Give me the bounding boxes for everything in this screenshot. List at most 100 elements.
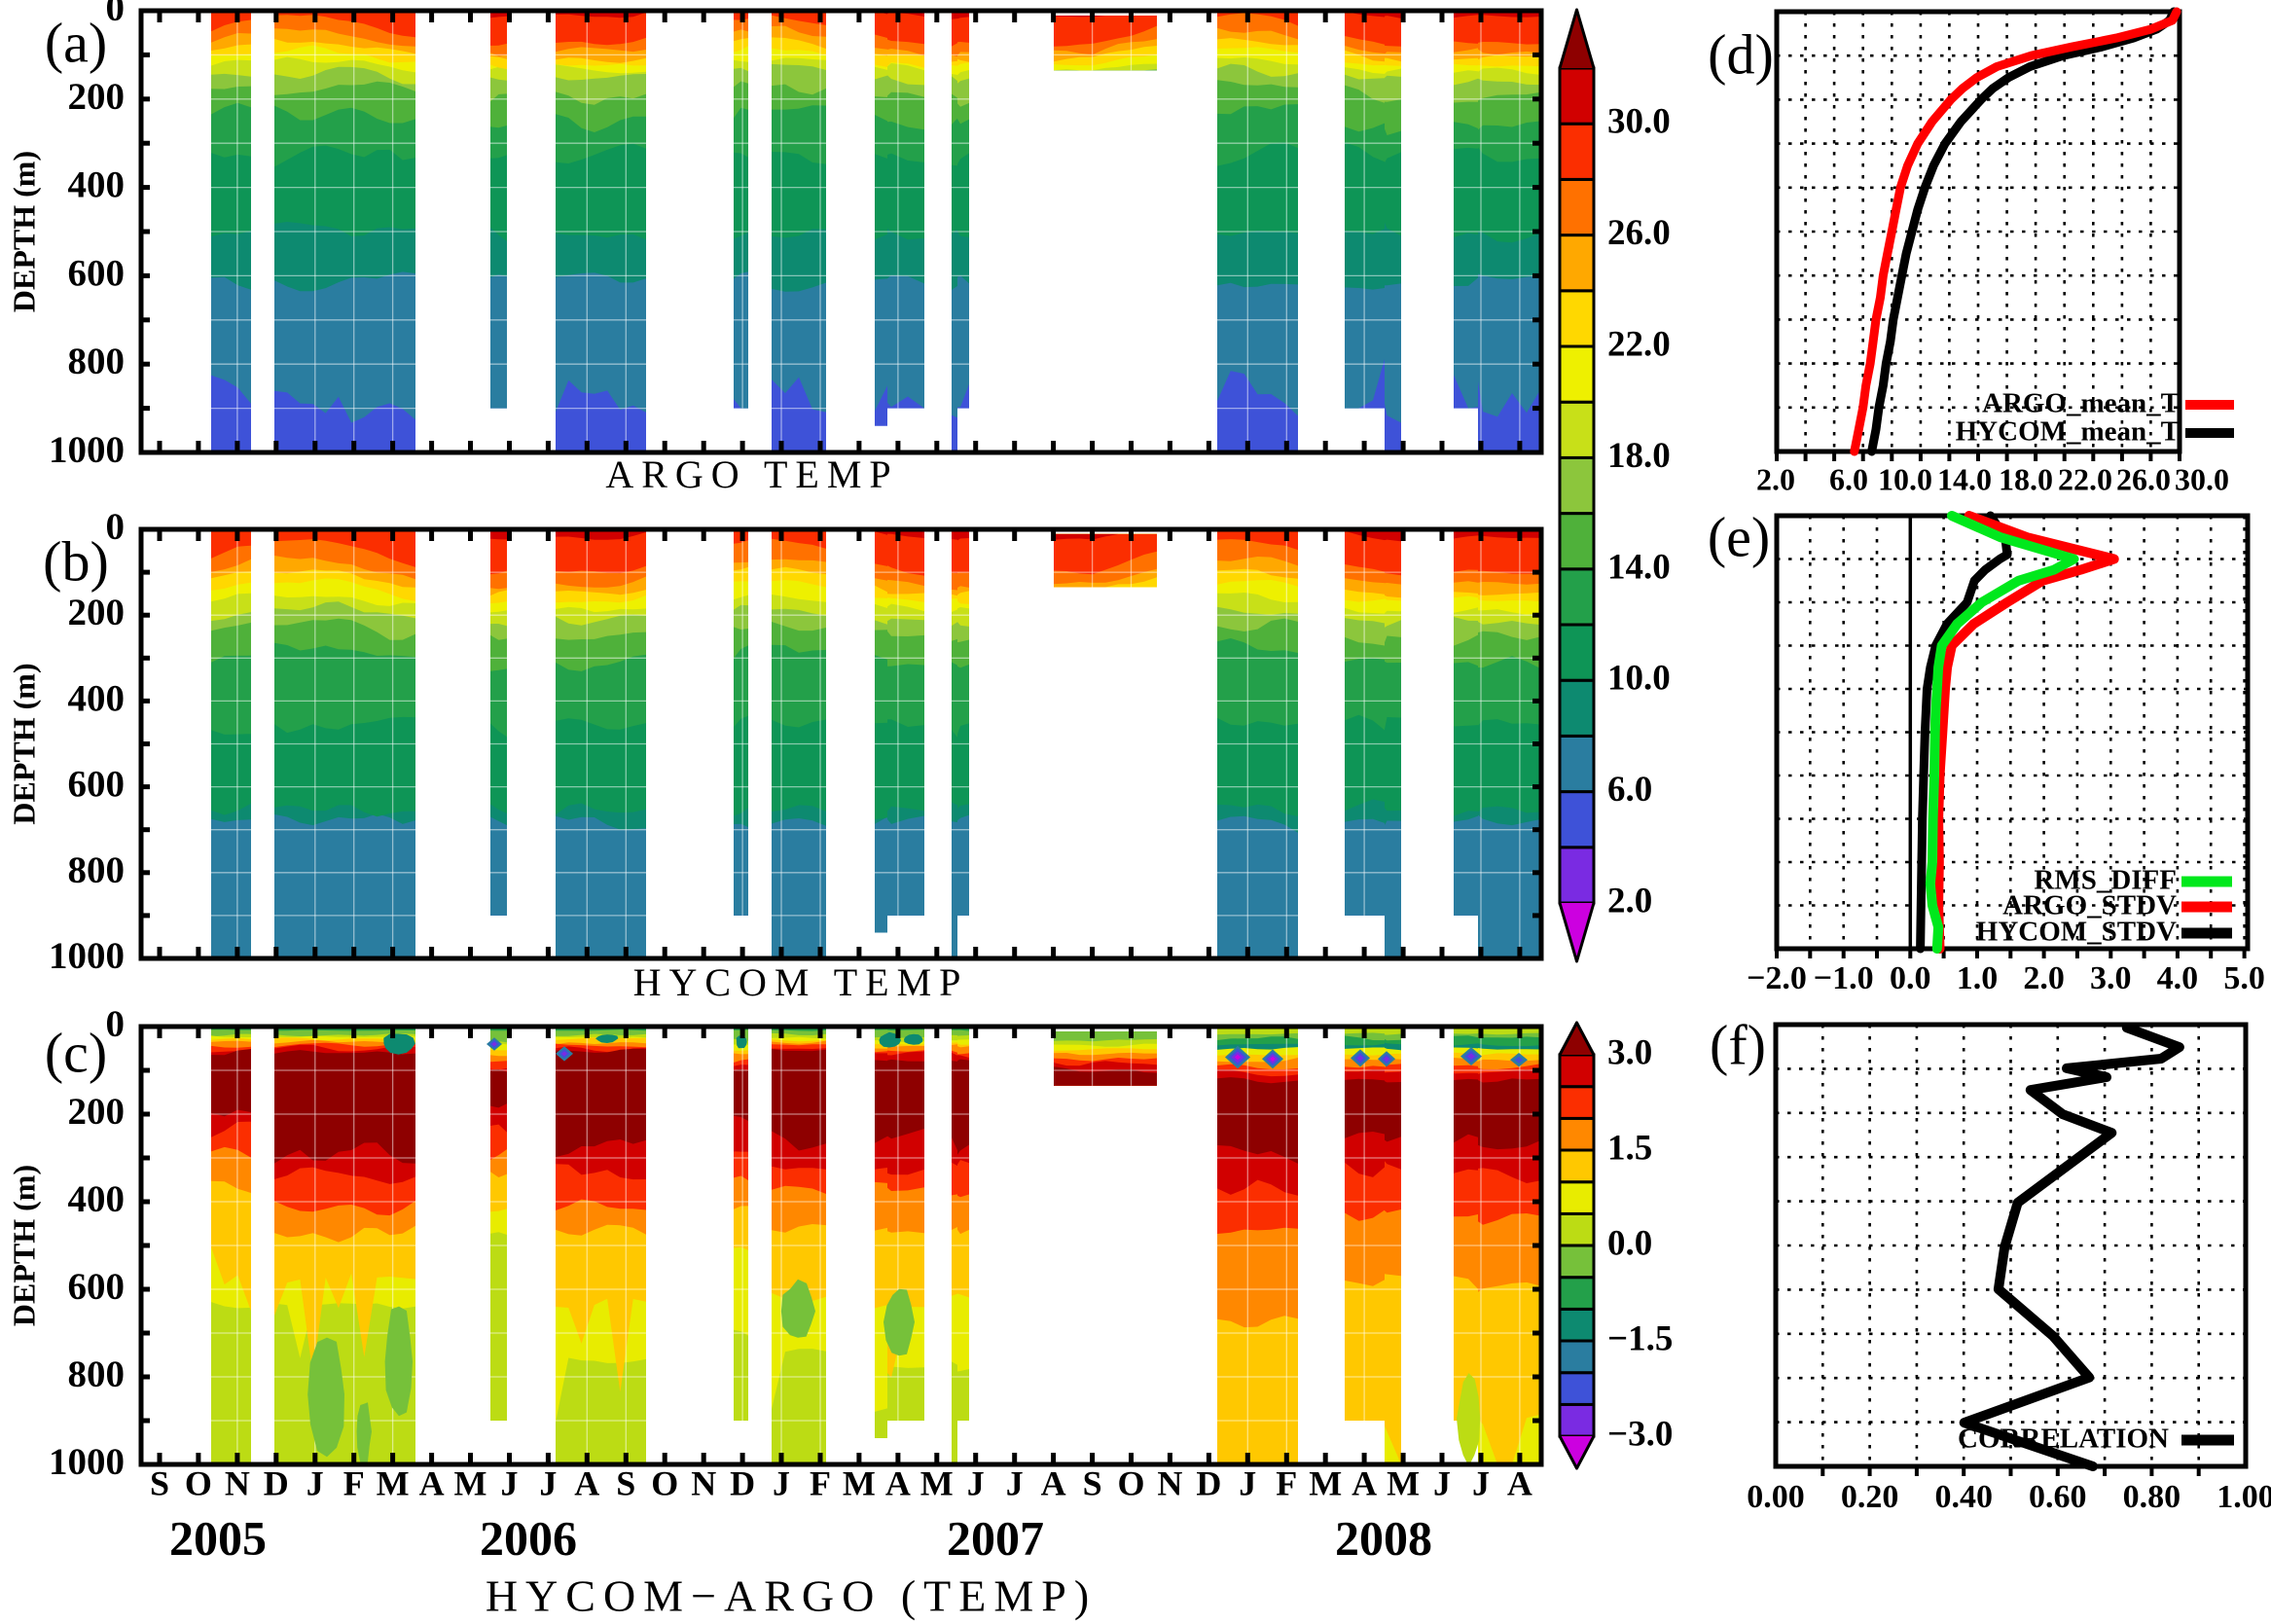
svg-text:2006: 2006: [480, 1510, 577, 1565]
svg-text:D: D: [1196, 1463, 1221, 1502]
svg-text:(a): (a): [45, 11, 107, 74]
svg-text:200: 200: [68, 592, 126, 633]
svg-text:0.00: 0.00: [1747, 1479, 1805, 1515]
svg-text:2005: 2005: [169, 1510, 267, 1565]
svg-text:1000: 1000: [49, 429, 125, 471]
svg-text:DEPTH (m): DEPTH (m): [6, 151, 41, 312]
svg-text:(c): (c): [45, 1021, 107, 1084]
svg-text:0.20: 0.20: [1841, 1479, 1899, 1515]
svg-text:J: J: [306, 1463, 324, 1502]
svg-text:D: D: [730, 1463, 755, 1502]
svg-text:F: F: [810, 1463, 831, 1502]
svg-text:J: J: [1239, 1463, 1256, 1502]
svg-text:F: F: [343, 1463, 365, 1502]
svg-text:A: A: [1352, 1463, 1377, 1502]
svg-text:J: J: [1433, 1463, 1451, 1502]
svg-text:0.80: 0.80: [2123, 1479, 2181, 1515]
svg-text:A: A: [1041, 1463, 1066, 1502]
svg-text:2007: 2007: [947, 1510, 1044, 1565]
svg-text:−2.0: −2.0: [1747, 960, 1807, 996]
svg-text:0: 0: [106, 506, 126, 548]
svg-text:400: 400: [68, 677, 126, 719]
svg-text:O: O: [1117, 1463, 1144, 1502]
svg-text:(d): (d): [1708, 22, 1774, 86]
svg-text:0.60: 0.60: [2029, 1479, 2087, 1515]
svg-text:HYCOM TEMP: HYCOM TEMP: [633, 960, 969, 1004]
svg-text:400: 400: [68, 164, 126, 206]
svg-text:−1.5: −1.5: [1607, 1318, 1673, 1358]
svg-text:F: F: [1276, 1463, 1297, 1502]
svg-text:0: 0: [106, 0, 126, 29]
svg-text:A: A: [419, 1463, 445, 1502]
svg-text:1.00: 1.00: [2217, 1479, 2271, 1515]
svg-text:J: J: [501, 1463, 519, 1502]
svg-text:6.0: 6.0: [1829, 461, 1868, 496]
svg-text:14.0: 14.0: [1937, 461, 1992, 496]
svg-text:400: 400: [68, 1178, 126, 1220]
svg-text:S: S: [150, 1463, 169, 1502]
svg-text:M: M: [377, 1463, 410, 1502]
svg-text:−3.0: −3.0: [1607, 1414, 1673, 1454]
svg-text:0.0: 0.0: [1607, 1223, 1652, 1263]
svg-text:1.0: 1.0: [1957, 960, 1999, 996]
svg-text:200: 200: [68, 1091, 126, 1133]
svg-text:2.0: 2.0: [1756, 461, 1795, 496]
svg-text:J: J: [1006, 1463, 1024, 1502]
svg-text:26.0: 26.0: [1607, 213, 1671, 253]
svg-text:A: A: [885, 1463, 911, 1502]
svg-text:2.0: 2.0: [1607, 881, 1652, 920]
svg-text:6.0: 6.0: [1607, 770, 1652, 810]
svg-text:DEPTH (m): DEPTH (m): [6, 1165, 41, 1326]
svg-text:10.0: 10.0: [1878, 461, 1932, 496]
svg-text:J: J: [773, 1463, 790, 1502]
svg-text:30.0: 30.0: [1607, 102, 1671, 142]
svg-text:HYCOM_mean_T: HYCOM_mean_T: [1956, 416, 2180, 448]
svg-text:A: A: [1507, 1463, 1532, 1502]
svg-text:ARGO_STDV: ARGO_STDV: [2002, 890, 2177, 921]
svg-text:30.0: 30.0: [2175, 461, 2229, 496]
svg-text:M: M: [454, 1463, 487, 1502]
svg-text:N: N: [691, 1463, 716, 1502]
svg-text:J: J: [967, 1463, 985, 1502]
svg-text:HYCOM−ARGO (TEMP): HYCOM−ARGO (TEMP): [486, 1571, 1097, 1621]
svg-text:(b): (b): [43, 529, 109, 593]
svg-text:18.0: 18.0: [1999, 461, 2053, 496]
svg-text:ARGO TEMP: ARGO TEMP: [605, 452, 898, 496]
svg-text:A: A: [574, 1463, 599, 1502]
svg-text:800: 800: [68, 1353, 126, 1395]
svg-text:−1.0: −1.0: [1814, 960, 1874, 996]
svg-text:HYCOM_STDV: HYCOM_STDV: [1976, 917, 2177, 948]
svg-text:M: M: [843, 1463, 876, 1502]
svg-text:J: J: [539, 1463, 557, 1502]
svg-text:22.0: 22.0: [2058, 461, 2112, 496]
svg-text:22.0: 22.0: [1607, 324, 1671, 364]
svg-text:2.0: 2.0: [2023, 960, 2065, 996]
svg-text:600: 600: [68, 252, 126, 294]
svg-text:M: M: [1309, 1463, 1342, 1502]
svg-text:S: S: [1083, 1463, 1102, 1502]
svg-text:J: J: [1472, 1463, 1490, 1502]
svg-text:4.0: 4.0: [2157, 960, 2199, 996]
svg-text:1000: 1000: [49, 935, 125, 977]
svg-text:N: N: [225, 1463, 250, 1502]
svg-text:0.0: 0.0: [1890, 960, 1931, 996]
svg-text:0.40: 0.40: [1934, 1479, 1993, 1515]
svg-text:26.0: 26.0: [2116, 461, 2171, 496]
svg-text:M: M: [920, 1463, 954, 1502]
svg-text:600: 600: [68, 1266, 126, 1308]
svg-text:2008: 2008: [1335, 1510, 1432, 1565]
svg-text:M: M: [1387, 1463, 1420, 1502]
svg-text:S: S: [616, 1463, 635, 1502]
svg-text:800: 800: [68, 341, 126, 382]
svg-text:3.0: 3.0: [1607, 1032, 1652, 1072]
svg-text:3.0: 3.0: [2090, 960, 2132, 996]
svg-text:DEPTH (m): DEPTH (m): [6, 663, 41, 824]
svg-text:N: N: [1157, 1463, 1182, 1502]
svg-text:O: O: [185, 1463, 212, 1502]
svg-text:RMS_DIFF: RMS_DIFF: [2034, 865, 2177, 896]
svg-text:5.0: 5.0: [2223, 960, 2265, 996]
svg-text:D: D: [264, 1463, 289, 1502]
svg-text:1.5: 1.5: [1607, 1128, 1652, 1168]
svg-text:10.0: 10.0: [1607, 659, 1671, 699]
svg-text:200: 200: [68, 76, 126, 118]
